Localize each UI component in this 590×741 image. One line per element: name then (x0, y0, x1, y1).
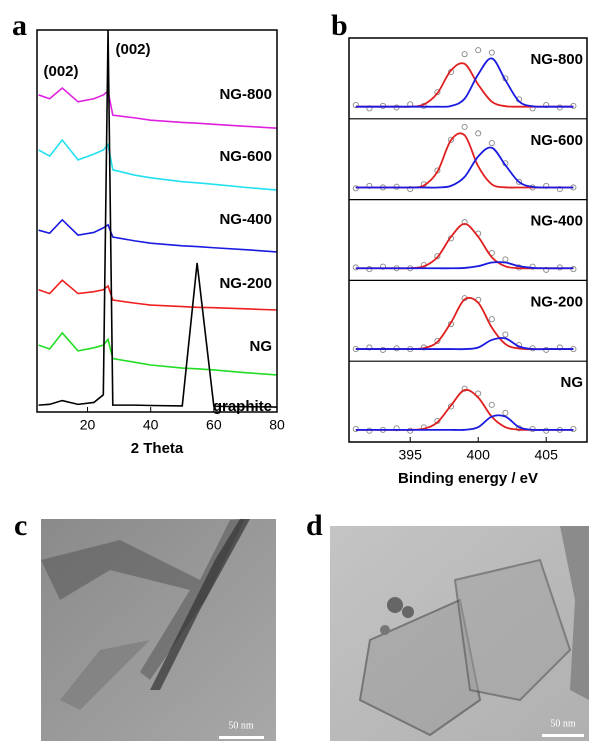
fit-curve (355, 146, 574, 189)
data-point (543, 182, 550, 189)
series-label: graphite (213, 398, 272, 415)
tem-image-d: 50 nm (330, 526, 589, 741)
tem-image-c: 50 nm (41, 519, 276, 741)
x-tick-label: 405 (535, 447, 559, 463)
fit-curve (355, 57, 574, 108)
data-point (488, 316, 495, 323)
data-point (461, 123, 468, 130)
data-point (434, 337, 441, 345)
data-point (556, 186, 563, 193)
panel-label: c (14, 509, 27, 542)
x-tick-label: 395 (399, 447, 423, 463)
data-point (366, 344, 373, 351)
subplot-label: NG-800 (530, 51, 583, 68)
x-axis-label: Binding energy / eV (398, 470, 538, 487)
data-point (352, 102, 359, 109)
fit-curve (355, 62, 574, 108)
xrd-line (38, 331, 277, 376)
fit-curve (355, 222, 574, 270)
data-point (475, 390, 482, 397)
series-label: NG-800 (219, 86, 272, 103)
x-tick-label: 20 (80, 417, 96, 433)
data-point (434, 89, 441, 96)
data-point (434, 253, 441, 260)
data-point (556, 344, 563, 351)
panel-label: a (12, 9, 27, 42)
fit-curve (355, 337, 574, 351)
x-tick-label: 400 (467, 447, 491, 463)
scale-bar-label: 50 nm (228, 720, 254, 731)
fit-curve (355, 261, 574, 270)
data-point (502, 409, 509, 416)
data-point (515, 178, 523, 185)
data-point (502, 256, 509, 263)
fit-curve (355, 414, 574, 431)
data-point (407, 186, 414, 193)
x-tick-label: 60 (206, 417, 222, 433)
data-point (366, 182, 373, 189)
subplot-label: NG-600 (530, 132, 583, 149)
data-point (529, 263, 536, 270)
data-point (543, 266, 550, 273)
xrd-line (38, 87, 277, 129)
x-axis-label: 2 Theta (131, 440, 184, 457)
data-point (461, 385, 468, 392)
data-point (447, 403, 455, 410)
xrd-line (38, 30, 277, 408)
data-point (488, 401, 495, 408)
data-point (447, 136, 455, 143)
data-point (475, 130, 482, 137)
series-label: NG-400 (219, 211, 272, 228)
data-point (488, 139, 495, 147)
data-point (366, 105, 373, 112)
data-point (379, 263, 387, 270)
data-point (475, 47, 482, 54)
x-tick-label: 80 (269, 417, 285, 433)
panel-label: d (306, 509, 323, 542)
x-tick-label: 40 (143, 417, 159, 433)
data-point (543, 102, 550, 109)
subplot-label: NG-200 (530, 293, 583, 310)
fit-curve (355, 388, 574, 431)
series-label: NG-200 (219, 275, 272, 292)
subplot-label: NG-400 (530, 213, 583, 230)
series-label: NG-600 (219, 148, 272, 165)
data-point (393, 425, 400, 432)
plot-frame (348, 37, 588, 443)
annotation: (002) (115, 41, 150, 58)
panel-label: b (331, 9, 348, 42)
subplot-label: NG (561, 374, 584, 391)
scale-bar-label: 50 nm (550, 718, 576, 729)
annotation: (002) (43, 63, 78, 80)
data-point (502, 331, 509, 338)
xrd-line (38, 279, 277, 311)
plot-frame (36, 29, 278, 413)
series-label: NG (250, 338, 273, 355)
data-point (488, 49, 495, 56)
xrd-line (38, 218, 277, 253)
xrd-line (38, 138, 277, 191)
data-point (461, 51, 468, 58)
data-point (461, 219, 468, 226)
